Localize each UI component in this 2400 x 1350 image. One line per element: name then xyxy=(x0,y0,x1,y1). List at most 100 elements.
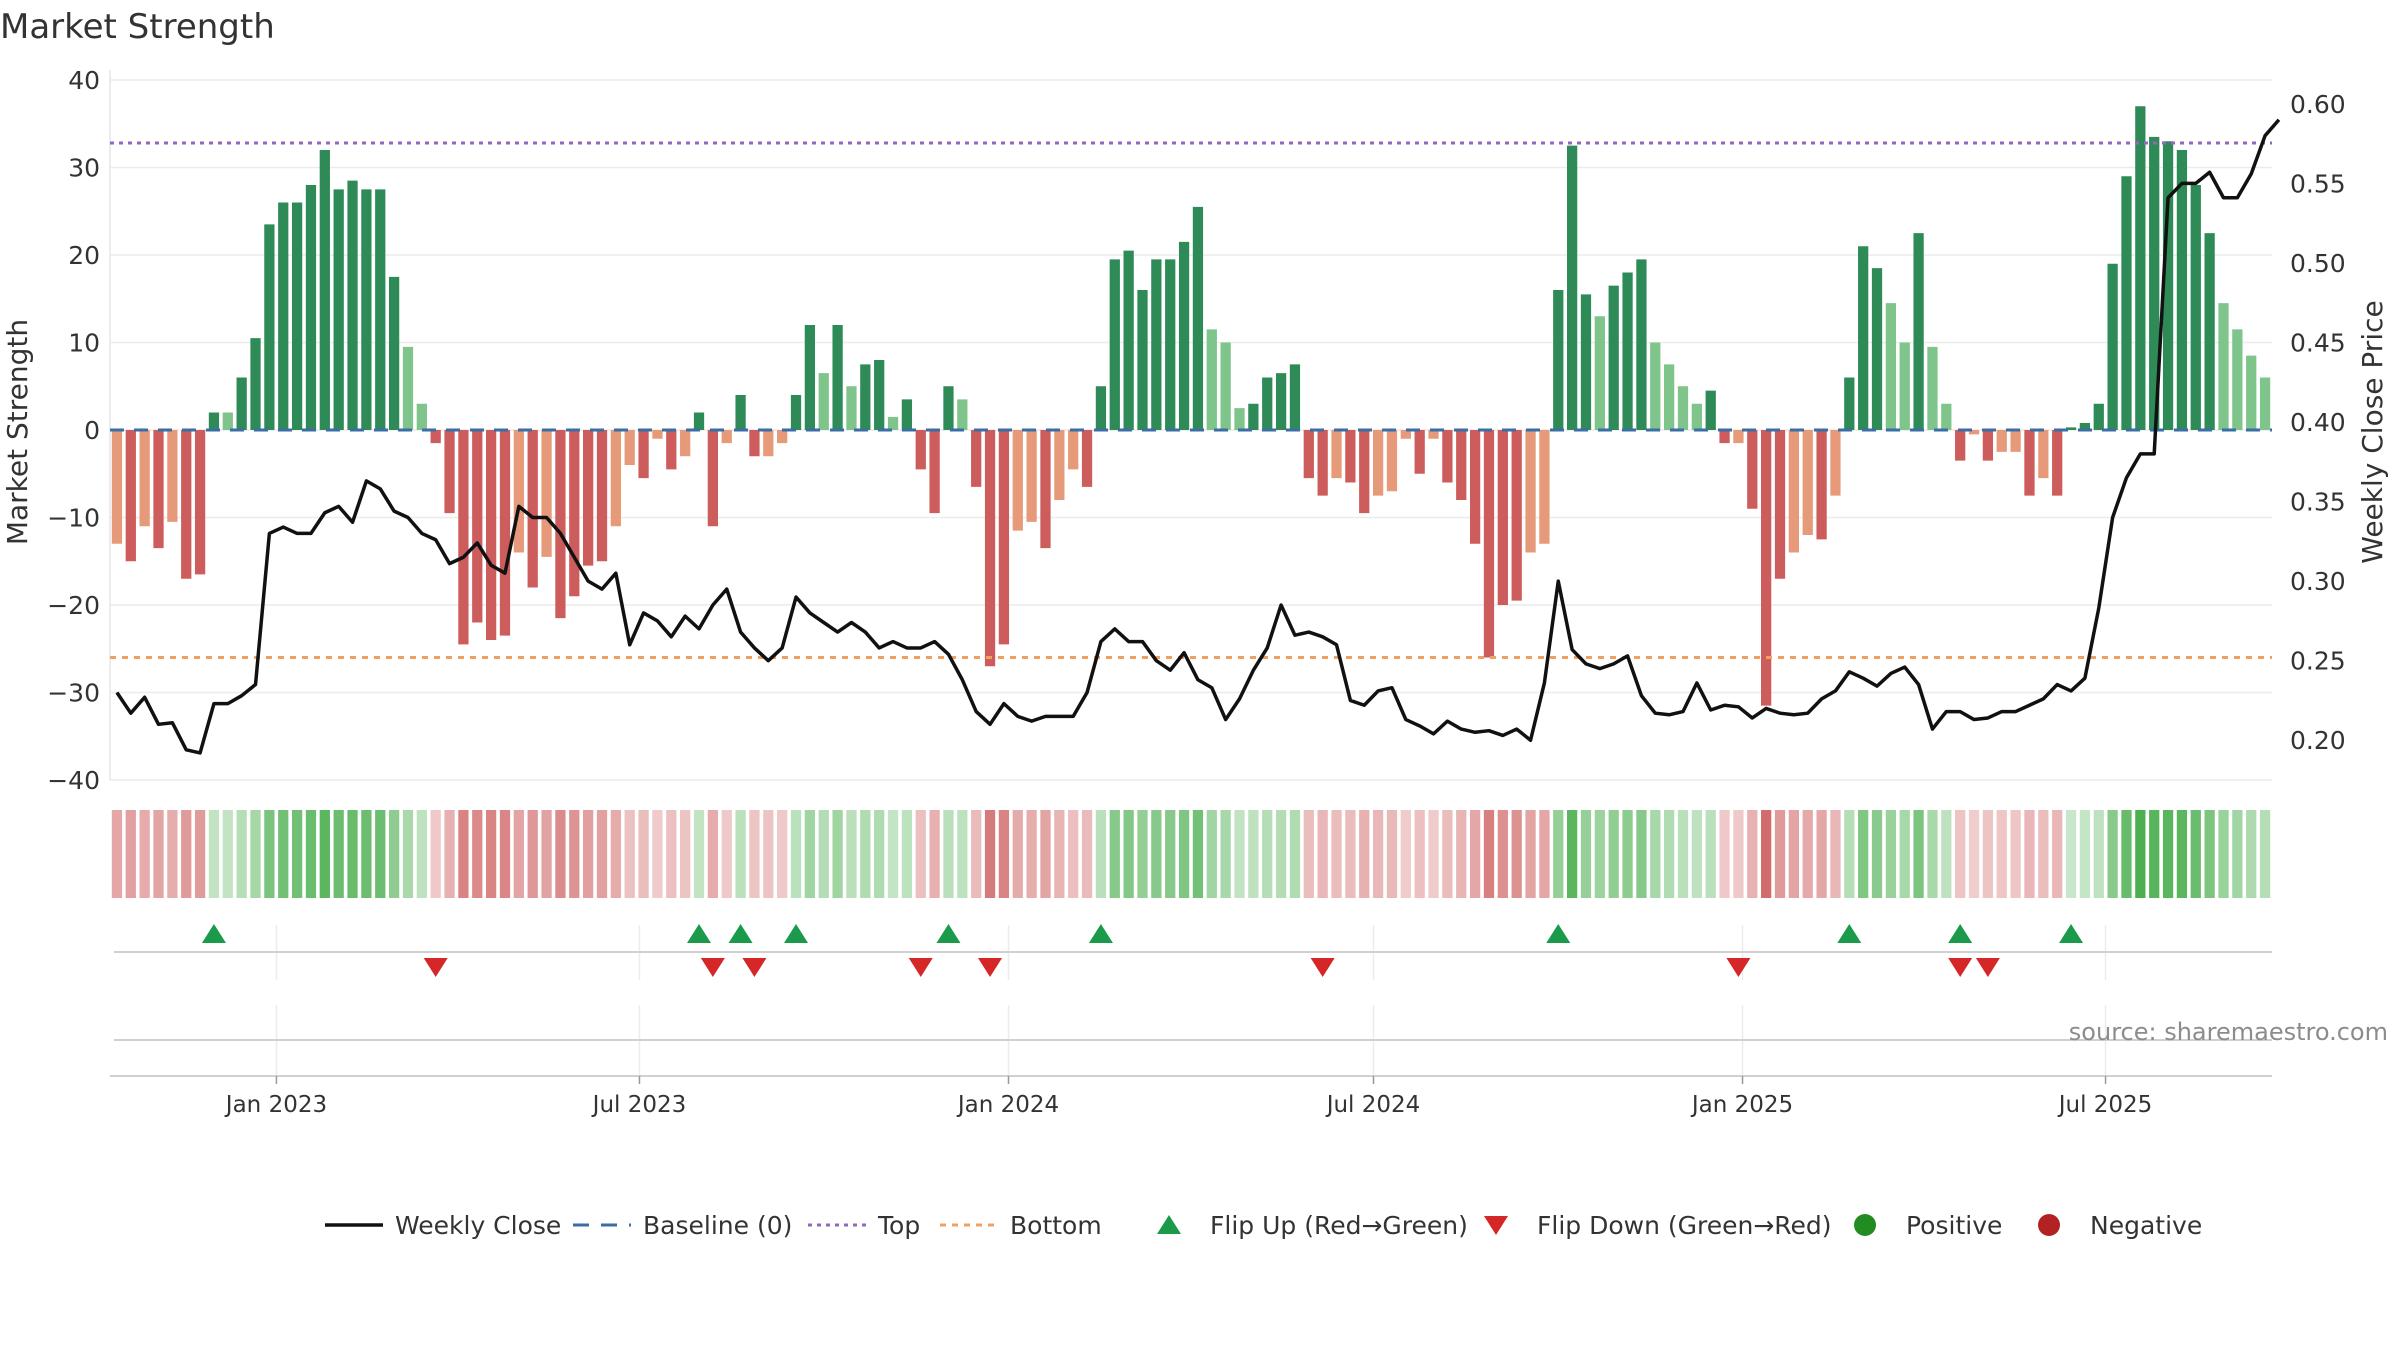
strength-heat-strip xyxy=(111,810,2271,898)
heat-strip-cell xyxy=(1456,810,1467,898)
y-left-tick-label: −20 xyxy=(47,591,100,620)
heat-strip-cell xyxy=(1248,810,1259,898)
y-right-tick-label: 0.25 xyxy=(2290,647,2346,676)
flip-up-marker xyxy=(728,924,753,943)
strength-bar xyxy=(749,430,760,457)
strength-bar xyxy=(1109,259,1120,431)
heat-strip-cell xyxy=(2052,810,2063,898)
strength-bar xyxy=(1123,250,1134,431)
heat-strip-cell xyxy=(1733,810,1744,898)
flip-down-marker xyxy=(700,958,725,977)
strength-bar xyxy=(1400,430,1411,439)
strength-bar xyxy=(278,202,289,430)
heat-strip-cell xyxy=(1650,810,1661,898)
strength-bar xyxy=(499,430,511,636)
heat-strip-cell xyxy=(319,810,330,898)
strength-bar xyxy=(361,189,372,431)
strength-bar xyxy=(680,430,691,457)
flip-up-marker xyxy=(1837,924,1862,943)
heat-strip-cell xyxy=(707,810,718,898)
legend-positive-swatch xyxy=(1854,1214,1876,1236)
strength-bar xyxy=(1650,342,1661,430)
strength-bar xyxy=(1927,346,1938,431)
heat-strip-cell xyxy=(1469,810,1481,898)
y-axis-right-label: Weekly Close Price xyxy=(2356,300,2389,563)
heat-strip-cell xyxy=(1359,810,1370,898)
y-left-tick-label: −30 xyxy=(47,679,100,708)
strength-bar xyxy=(541,430,552,557)
heat-strip-cell xyxy=(721,810,732,898)
heat-strip-cell xyxy=(513,810,524,898)
heat-strip-cell xyxy=(222,810,233,898)
strength-bar xyxy=(707,430,718,527)
strength-bar xyxy=(333,189,344,431)
strength-bar xyxy=(1858,246,1869,430)
strength-bar xyxy=(1289,364,1301,431)
heat-strip-cell xyxy=(1054,810,1065,898)
y-right-tick-label: 0.30 xyxy=(2290,567,2346,596)
flip-down-marker xyxy=(1726,958,1751,977)
heat-strip-cell xyxy=(1955,810,1966,898)
strength-bar xyxy=(250,338,261,431)
heat-strip-cell xyxy=(181,810,192,898)
heat-strip-cell xyxy=(2232,810,2243,898)
heat-strip-cell xyxy=(1178,810,1190,898)
strength-bar xyxy=(1414,430,1425,474)
legend-flip-down-swatch xyxy=(1484,1216,1508,1235)
heat-strip-cell xyxy=(874,810,885,898)
heat-strip-cell xyxy=(596,810,608,898)
heat-strip-cell xyxy=(1317,810,1328,898)
strength-bar xyxy=(763,430,774,457)
strength-bar xyxy=(1553,290,1564,430)
y-left-tick-label: 0 xyxy=(84,416,100,445)
y-right-tick-label: 0.35 xyxy=(2290,488,2346,517)
heat-strip-cell xyxy=(1151,810,1162,898)
strength-bar xyxy=(860,364,871,431)
heat-strip-cell xyxy=(860,810,871,898)
strength-bar xyxy=(1497,430,1508,605)
y-left-tick-label: −40 xyxy=(47,766,100,795)
strength-bar xyxy=(596,430,608,562)
strength-bar xyxy=(2052,430,2063,496)
strength-bar xyxy=(1733,430,1744,444)
heat-strip-cell xyxy=(2107,810,2118,898)
heat-strip-cell xyxy=(1511,810,1522,898)
heat-strip-cell xyxy=(1414,810,1425,898)
empty-bottom-panel xyxy=(110,1005,2272,1077)
strength-bar xyxy=(1525,430,1536,553)
heat-strip-cell xyxy=(1913,810,1924,898)
y-right-tick-label: 0.45 xyxy=(2290,329,2346,358)
strength-bar xyxy=(2204,233,2215,431)
strength-bar xyxy=(527,430,538,588)
flip-up-marker xyxy=(936,924,961,943)
flip-down-marker xyxy=(908,958,933,977)
strength-bar xyxy=(2065,427,2077,431)
heat-strip-cell xyxy=(1858,810,1869,898)
y-right-tick-label: 0.40 xyxy=(2290,408,2346,437)
y-left-tick-label: 30 xyxy=(68,154,100,183)
strength-bar xyxy=(901,399,913,431)
heat-strip-cell xyxy=(998,810,1010,898)
strength-bar xyxy=(1068,430,1079,470)
heat-strip-cell xyxy=(1109,810,1120,898)
strength-bar xyxy=(416,403,427,430)
strength-bar xyxy=(1816,430,1827,540)
heat-strip-cell xyxy=(1428,810,1439,898)
heat-strip-cell xyxy=(887,810,899,898)
heat-strip-cell xyxy=(1331,810,1342,898)
y-axis-left-label: Market Strength xyxy=(1,319,34,545)
strength-bar xyxy=(264,224,275,431)
heat-strip-cell xyxy=(499,810,511,898)
flip-up-marker xyxy=(1948,924,1973,943)
strength-bar xyxy=(1428,430,1439,439)
heat-strip-cell xyxy=(2204,810,2215,898)
legend-flip-up-swatch xyxy=(1157,1215,1181,1234)
flip-down-marker xyxy=(978,958,1003,977)
heat-strip-cell xyxy=(804,810,816,898)
chart-title: Market Strength xyxy=(0,7,275,47)
heat-strip-cell xyxy=(1941,810,1952,898)
heat-strip-cell xyxy=(943,810,954,898)
heat-strip-cell xyxy=(1774,810,1786,898)
strength-bar xyxy=(291,202,303,430)
strength-bar xyxy=(957,399,968,431)
